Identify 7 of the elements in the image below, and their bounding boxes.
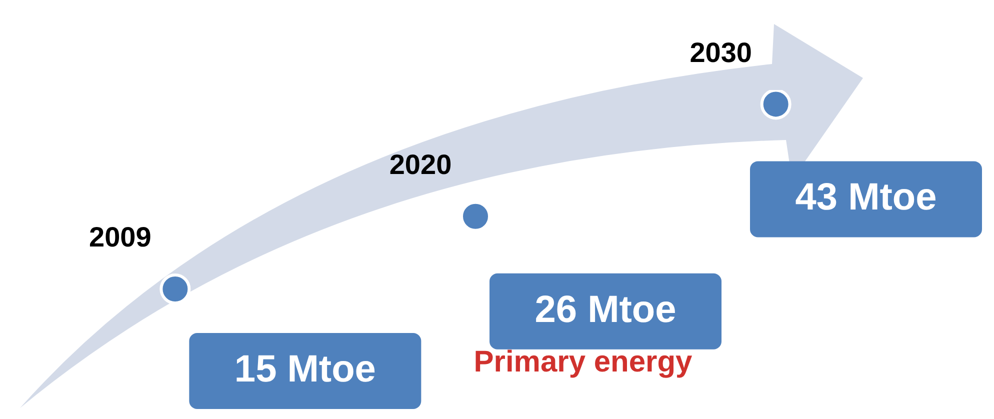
text: Primary energy — [474, 345, 693, 378]
data-label: 26 Mtoe — [534, 288, 676, 331]
category-label: 2020 — [389, 149, 452, 180]
data-label: 15 Mtoe — [234, 348, 376, 390]
category-label: 2009 — [89, 222, 152, 253]
category-label: 2030 — [690, 36, 752, 68]
data-label: 43 Mtoe — [795, 176, 937, 219]
